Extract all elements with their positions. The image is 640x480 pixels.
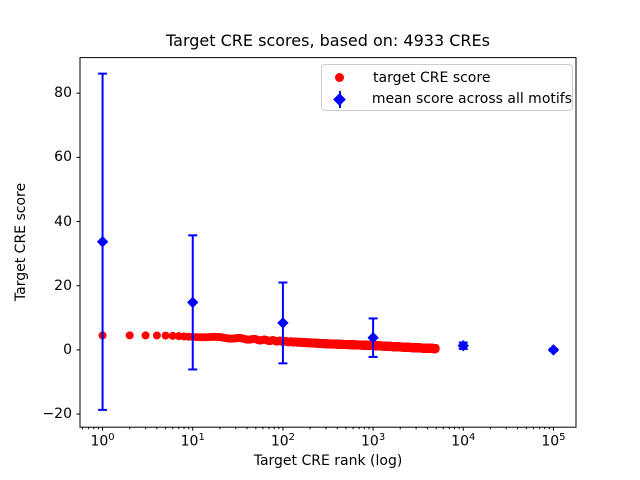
x-tick-label: 103: [360, 432, 386, 450]
y-tick-label: 80: [54, 85, 72, 102]
x-tick-label: 104: [451, 432, 476, 450]
red-circle-marker-icon: [335, 73, 344, 83]
legend-item-mean-score: mean score across all motifs: [322, 89, 572, 111]
y-tick-label: 0: [63, 341, 72, 358]
legend-label: mean score across all motifs: [371, 91, 572, 108]
y-tick-label: 20: [54, 277, 72, 294]
x-axis-label: Target CRE rank (log): [253, 453, 403, 469]
y-tick-label: −20: [42, 406, 72, 423]
x-tick-label: 101: [180, 432, 205, 450]
legend-label: target CRE score: [373, 69, 491, 86]
y-axis-label: Target CRE score: [13, 182, 29, 302]
chart-title: Target CRE scores, based on: 4933 CREs: [166, 31, 490, 50]
y-tick-label: 60: [54, 149, 72, 166]
x-tick-label: 102: [270, 432, 296, 450]
legend-item-target-cre-score: target CRE score: [322, 67, 572, 89]
blue-diamond-errorbar-marker-icon: [331, 89, 348, 110]
x-tick-label: 100: [90, 432, 115, 450]
legend: target CRE score mean score across all m…: [321, 64, 573, 111]
y-tick-label: 40: [54, 213, 72, 230]
x-tick-label: 105: [541, 432, 566, 450]
